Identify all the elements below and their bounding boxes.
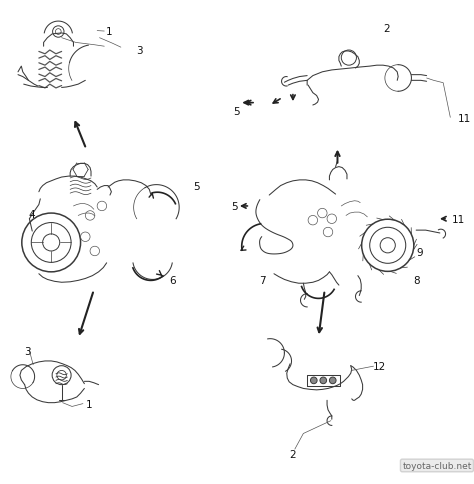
Circle shape (329, 378, 336, 384)
Text: 3: 3 (137, 45, 143, 55)
Text: 5: 5 (193, 181, 200, 191)
Text: 4: 4 (29, 210, 36, 220)
Circle shape (310, 378, 317, 384)
Text: 5: 5 (234, 107, 240, 117)
Text: 11: 11 (452, 214, 465, 224)
Text: 3: 3 (24, 346, 31, 356)
Text: 1: 1 (106, 27, 112, 36)
Text: 12: 12 (373, 361, 386, 371)
Text: 2: 2 (290, 449, 296, 459)
Text: 2: 2 (383, 24, 390, 34)
Text: toyota-club.net: toyota-club.net (402, 461, 472, 470)
Text: 11: 11 (458, 114, 471, 124)
Text: 1: 1 (86, 399, 92, 409)
Text: 5: 5 (231, 201, 238, 212)
Text: 6: 6 (170, 276, 176, 286)
Text: 9: 9 (416, 247, 423, 257)
Circle shape (320, 378, 327, 384)
Text: 8: 8 (413, 276, 419, 286)
Text: 7: 7 (259, 276, 266, 286)
